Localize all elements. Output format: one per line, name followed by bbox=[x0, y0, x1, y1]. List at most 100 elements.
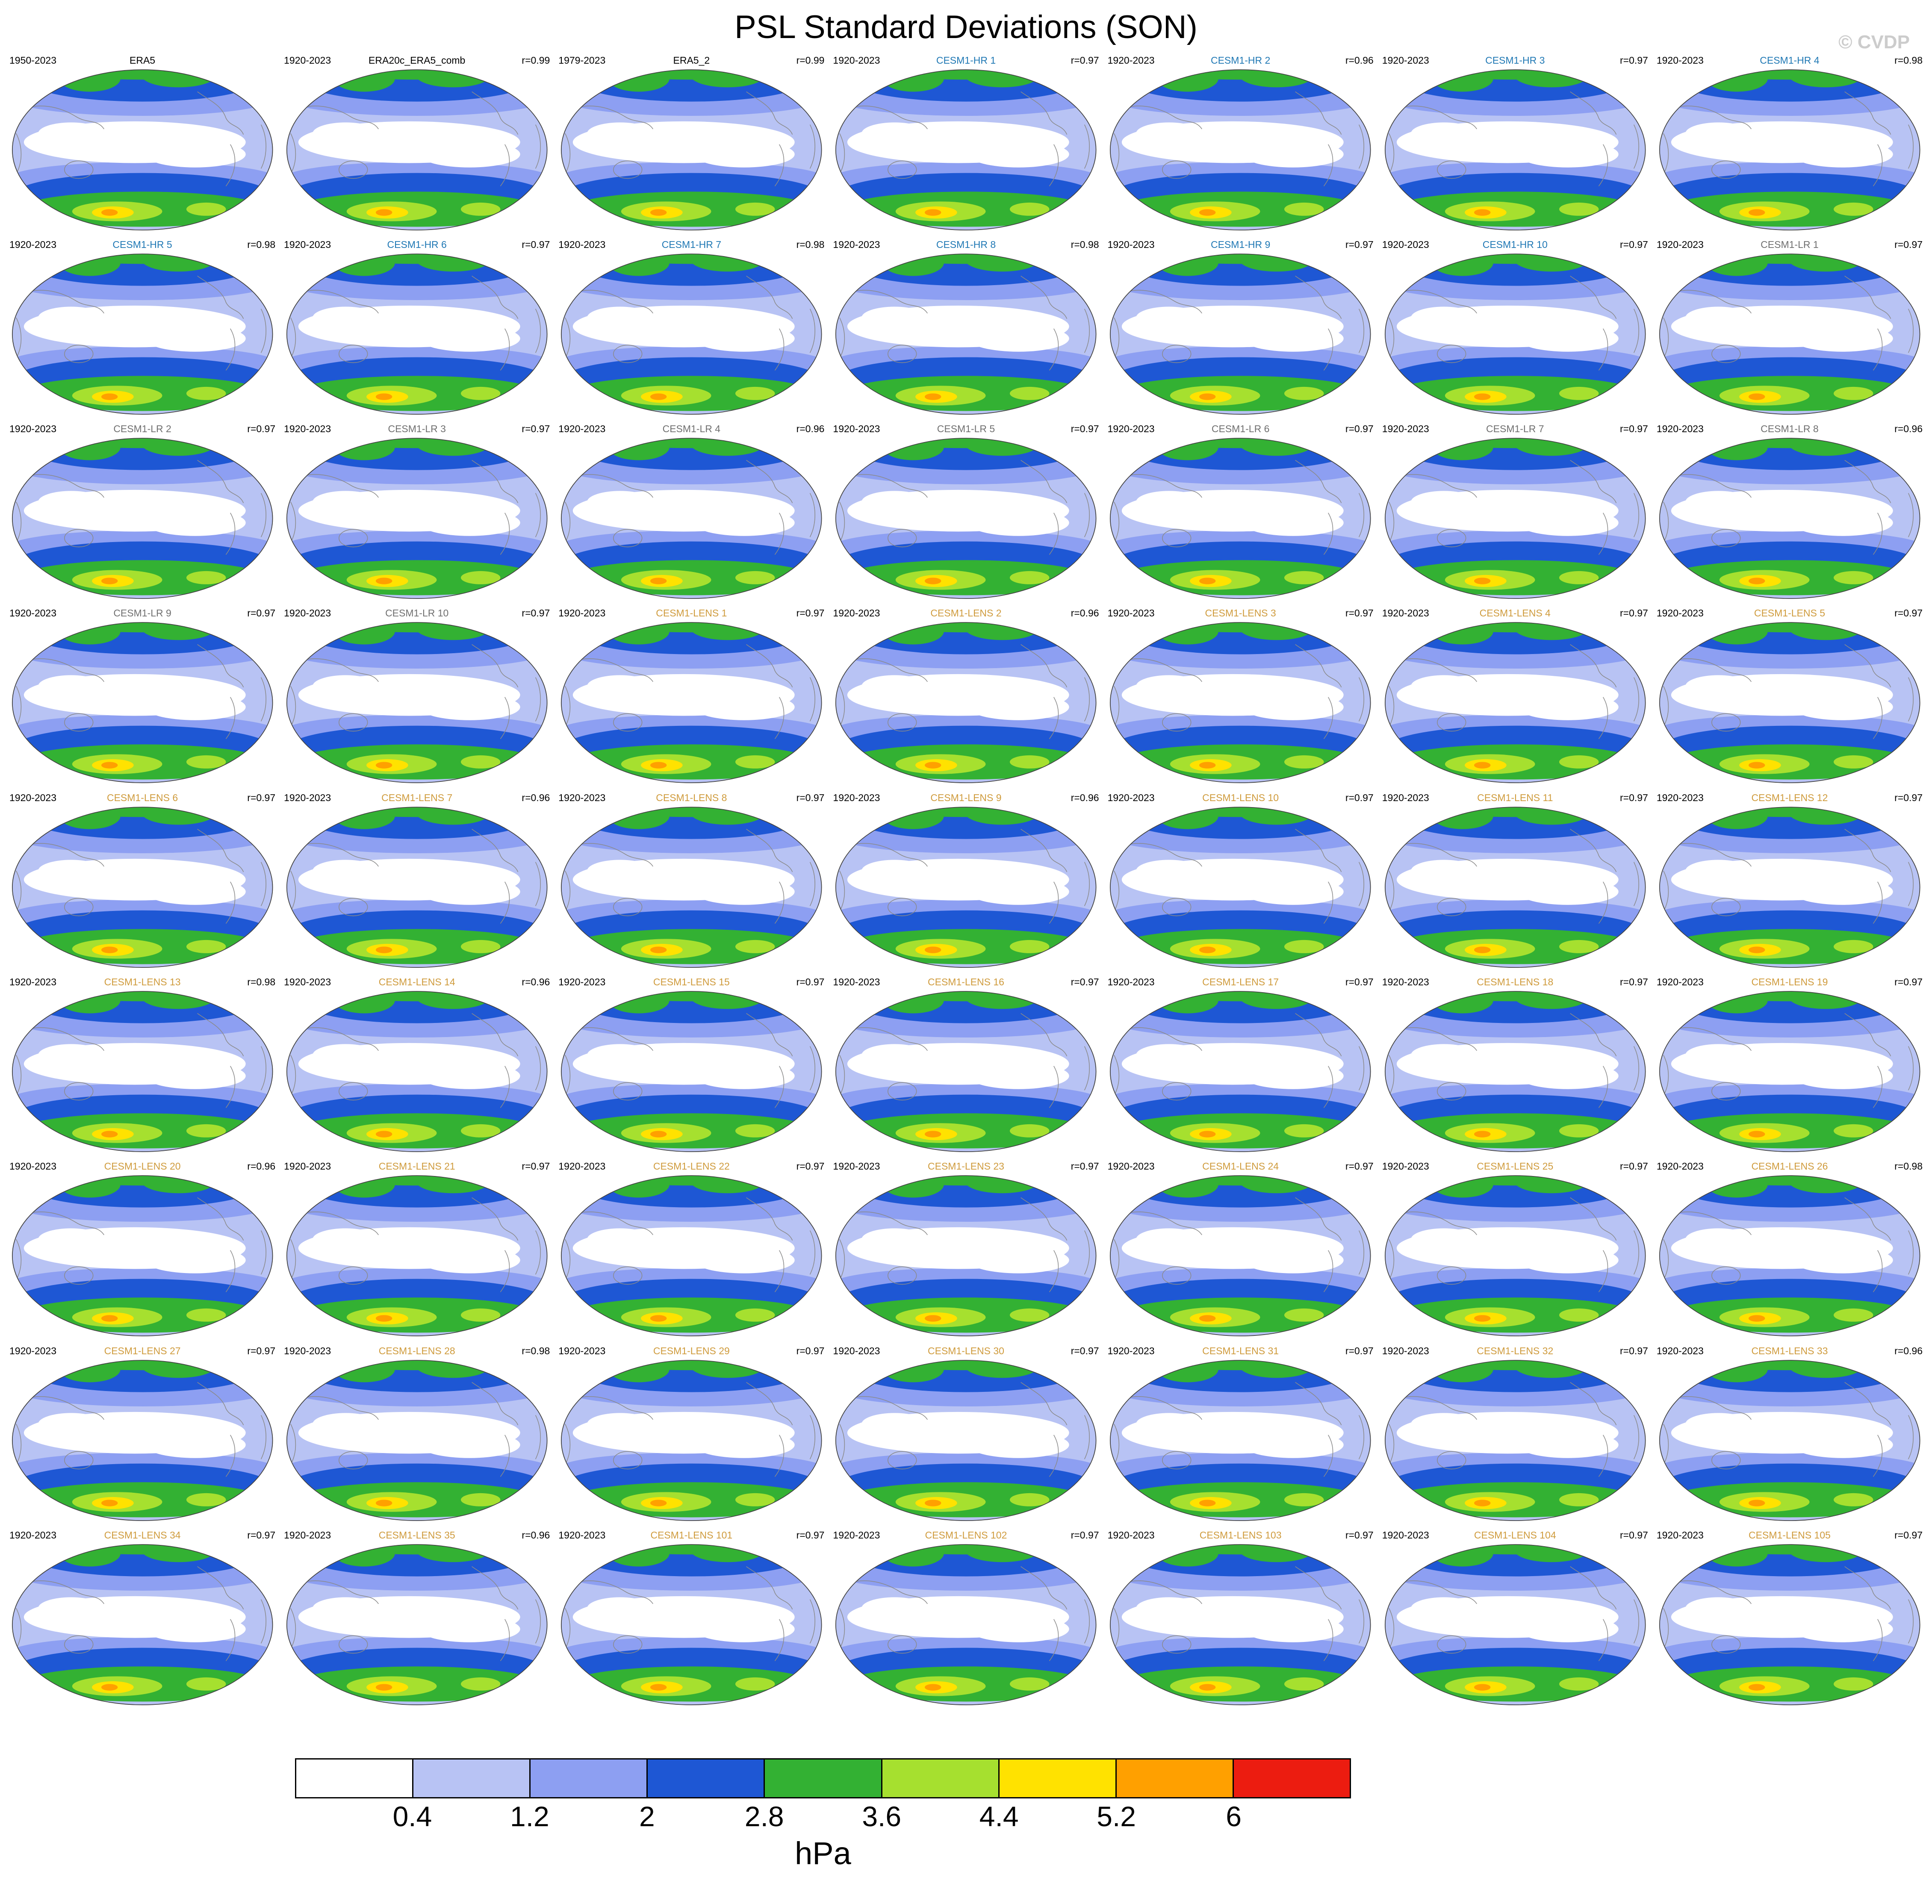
world-map bbox=[11, 989, 274, 1154]
map-panel: 1920-2023 CESM1-LR 8 r=0.96 bbox=[1652, 421, 1927, 601]
panel-header: 1920-2023 CESM1-LENS 3 r=0.97 bbox=[1103, 606, 1378, 620]
panel-title: CESM1-LR 3 bbox=[388, 423, 446, 435]
panel-title: CESM1-LENS 5 bbox=[1754, 607, 1826, 619]
world-map bbox=[1658, 436, 1921, 601]
panel-r-value: r=0.97 bbox=[1619, 976, 1648, 987]
panel-title: CESM1-LENS 16 bbox=[928, 976, 1004, 987]
panel-title: CESM1-LR 6 bbox=[1211, 423, 1270, 435]
map-panel: 1920-2023 CESM1-LENS 25 r=0.97 bbox=[1378, 1159, 1652, 1338]
panel-header: 1920-2023 CESM1-LENS 18 r=0.97 bbox=[1378, 975, 1652, 989]
panel-years: 1920-2023 bbox=[284, 607, 331, 619]
panel-r-value: r=0.97 bbox=[1619, 1161, 1648, 1172]
map-panel: 1920-2023 CESM1-LR 6 r=0.97 bbox=[1103, 421, 1378, 601]
world-map bbox=[11, 1542, 274, 1707]
panel-r-value: r=0.96 bbox=[1071, 607, 1099, 619]
panel-title: CESM1-LENS 20 bbox=[104, 1161, 181, 1172]
panel-header: 1920-2023 CESM1-LR 1 r=0.97 bbox=[1652, 237, 1927, 252]
panel-years: 1920-2023 bbox=[284, 792, 331, 803]
map-panel: 1920-2023 CESM1-LENS 28 r=0.98 bbox=[280, 1344, 554, 1523]
panel-years: 1920-2023 bbox=[1656, 54, 1704, 66]
map-panel: 1920-2023 CESM1-LENS 105 r=0.97 bbox=[1652, 1528, 1927, 1707]
panel-title: CESM1-LENS 7 bbox=[381, 792, 453, 803]
panel-r-value: r=0.97 bbox=[796, 1345, 825, 1356]
panel-r-value: r=0.97 bbox=[1345, 1345, 1374, 1356]
panel-years: 1920-2023 bbox=[9, 239, 56, 250]
panel-years: 1920-2023 bbox=[1382, 1161, 1429, 1172]
panel-title: CESM1-LENS 2 bbox=[930, 607, 1002, 619]
world-map bbox=[1109, 1173, 1372, 1338]
world-map bbox=[1109, 252, 1372, 416]
world-map bbox=[834, 620, 1097, 785]
world-map bbox=[1658, 620, 1921, 785]
panel-header: 1920-2023 CESM1-LENS 11 r=0.97 bbox=[1378, 790, 1652, 805]
panel-header: 1950-2023 ERA5 bbox=[5, 53, 280, 68]
world-map bbox=[285, 1358, 549, 1523]
panel-title: CESM1-HR 8 bbox=[936, 239, 996, 250]
map-panel: 1920-2023 CESM1-LENS 33 r=0.96 bbox=[1652, 1344, 1927, 1523]
map-panel: 1920-2023 CESM1-HR 7 r=0.98 bbox=[554, 237, 829, 416]
panel-years: 1920-2023 bbox=[1107, 607, 1155, 619]
panel-header: 1920-2023 CESM1-LENS 16 r=0.97 bbox=[829, 975, 1103, 989]
world-map bbox=[560, 436, 823, 601]
panel-years: 1920-2023 bbox=[284, 1161, 331, 1172]
panel-years: 1920-2023 bbox=[284, 239, 331, 250]
panel-r-value: r=0.98 bbox=[1894, 1161, 1923, 1172]
panel-title: CESM1-LENS 32 bbox=[1477, 1345, 1554, 1356]
map-panel: 1920-2023 CESM1-LENS 35 r=0.96 bbox=[280, 1528, 554, 1707]
panel-r-value: r=0.96 bbox=[1345, 54, 1374, 66]
world-map bbox=[560, 252, 823, 416]
panel-header: 1920-2023 CESM1-LR 9 r=0.97 bbox=[5, 606, 280, 620]
world-map bbox=[285, 1542, 549, 1707]
panel-years: 1920-2023 bbox=[1382, 423, 1429, 435]
panel-years: 1920-2023 bbox=[1656, 792, 1704, 803]
panel-header: 1920-2023 CESM1-LENS 19 r=0.97 bbox=[1652, 975, 1927, 989]
map-panel: 1920-2023 CESM1-LENS 9 r=0.96 bbox=[829, 790, 1103, 970]
map-panel: 1920-2023 CESM1-LR 7 r=0.97 bbox=[1378, 421, 1652, 601]
panel-header: 1920-2023 CESM1-LR 6 r=0.97 bbox=[1103, 421, 1378, 436]
panel-years: 1920-2023 bbox=[284, 54, 331, 66]
panel-r-value: r=0.97 bbox=[522, 239, 550, 250]
map-panel: 1920-2023 CESM1-LENS 26 r=0.98 bbox=[1652, 1159, 1927, 1338]
panel-title: CESM1-LENS 15 bbox=[653, 976, 730, 987]
world-map bbox=[834, 989, 1097, 1154]
panel-title: CESM1-LENS 35 bbox=[378, 1529, 455, 1541]
panel-years: 1920-2023 bbox=[1107, 239, 1155, 250]
world-map bbox=[1109, 805, 1372, 970]
panel-header: 1920-2023 CESM1-LENS 9 r=0.96 bbox=[829, 790, 1103, 805]
world-map bbox=[1383, 1542, 1647, 1707]
panel-title: CESM1-LENS 26 bbox=[1751, 1161, 1828, 1172]
panel-header: 1920-2023 CESM1-LENS 34 r=0.97 bbox=[5, 1528, 280, 1542]
map-panel: 1920-2023 CESM1-LENS 103 r=0.97 bbox=[1103, 1528, 1378, 1707]
panel-header: 1920-2023 CESM1-LENS 32 r=0.97 bbox=[1378, 1344, 1652, 1358]
panel-title: CESM1-LENS 22 bbox=[653, 1161, 730, 1172]
map-panel: 1920-2023 CESM1-LENS 30 r=0.97 bbox=[829, 1344, 1103, 1523]
colorbar-segment bbox=[296, 1760, 413, 1798]
panel-years: 1920-2023 bbox=[284, 1345, 331, 1356]
panel-header: 1920-2023 CESM1-LENS 12 r=0.97 bbox=[1652, 790, 1927, 805]
panel-r-value: r=0.97 bbox=[247, 423, 276, 435]
panel-years: 1920-2023 bbox=[9, 423, 56, 435]
panel-header: 1920-2023 CESM1-LENS 103 r=0.97 bbox=[1103, 1528, 1378, 1542]
panel-years: 1920-2023 bbox=[1107, 423, 1155, 435]
panel-years: 1920-2023 bbox=[558, 976, 606, 987]
panel-r-value: r=0.96 bbox=[1894, 1345, 1923, 1356]
map-panel: 1920-2023 CESM1-LENS 15 r=0.97 bbox=[554, 975, 829, 1154]
world-map bbox=[285, 620, 549, 785]
world-map bbox=[834, 805, 1097, 970]
panel-header: 1920-2023 CESM1-HR 7 r=0.98 bbox=[554, 237, 829, 252]
map-panel: 1920-2023 CESM1-HR 3 r=0.97 bbox=[1378, 53, 1652, 232]
colorbar-segment bbox=[998, 1760, 1115, 1798]
panel-title: CESM1-LENS 105 bbox=[1749, 1529, 1831, 1541]
panel-r-value: r=0.97 bbox=[1619, 423, 1648, 435]
panel-r-value: r=0.97 bbox=[796, 1161, 825, 1172]
panel-header: 1920-2023 CESM1-LR 10 r=0.97 bbox=[280, 606, 554, 620]
panel-title: CESM1-LENS 34 bbox=[104, 1529, 181, 1541]
panel-header: 1920-2023 CESM1-LR 2 r=0.97 bbox=[5, 421, 280, 436]
panel-years: 1920-2023 bbox=[1382, 976, 1429, 987]
panel-title: CESM1-LENS 31 bbox=[1202, 1345, 1279, 1356]
colorbar-tick-label: 3.6 bbox=[862, 1801, 902, 1833]
panel-r-value: r=0.97 bbox=[1071, 1161, 1099, 1172]
panel-years: 1920-2023 bbox=[558, 1529, 606, 1541]
colorbar-segment bbox=[412, 1760, 530, 1798]
panel-years: 1920-2023 bbox=[558, 423, 606, 435]
